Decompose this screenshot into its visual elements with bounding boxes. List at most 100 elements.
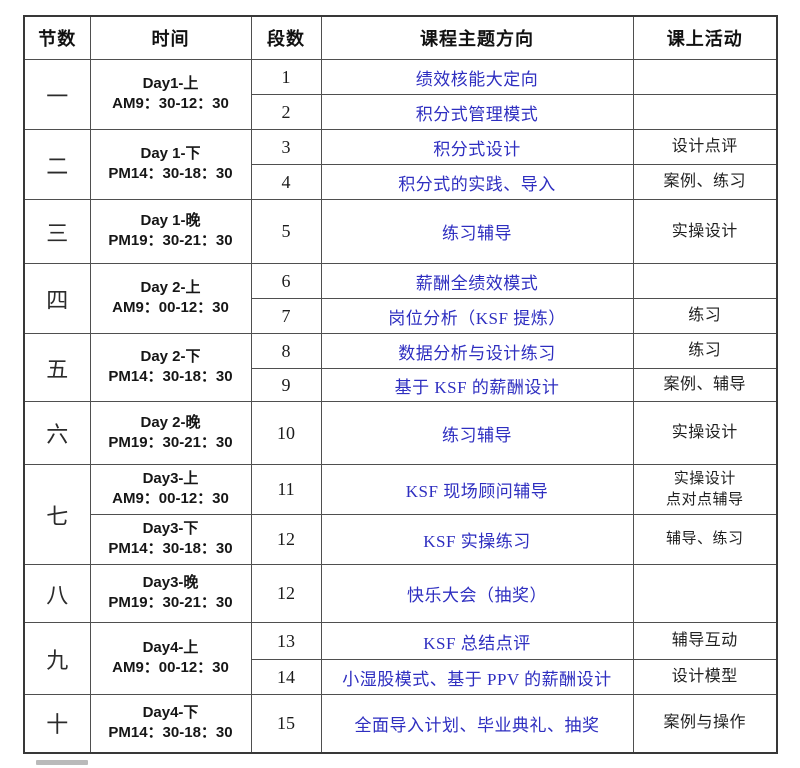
time-day: Day 2-晚 xyxy=(140,413,201,431)
time-day: Day3-上 xyxy=(142,470,199,488)
schedule-row: 七 Day3-上 AM9：00-12：30 11 KSF 现场顾问辅导 实操设计 点对点辅… xyxy=(23,464,778,565)
section-number-cell: 四 xyxy=(23,263,91,334)
segment-number-cell: 13 xyxy=(250,622,322,660)
course-topic-cell: 薪酬全绩效模式 xyxy=(320,263,634,299)
time-lines: Day 2-下 PM14：30-18：30 xyxy=(91,345,250,391)
time-range: AM9：30-12：30 xyxy=(112,95,229,113)
time-lines: Day3-晚 PM19：30-21：30 xyxy=(91,571,250,617)
segment-number-cell: 15 xyxy=(250,694,322,753)
schedule-row: 三 Day 1-晚 PM19：30-21：30 5 练习辅导 实操设计 xyxy=(23,199,778,264)
schedule-row: 一 Day1-上 AM9：30-12：30 1 绩效核能大定向 xyxy=(23,59,778,130)
segment-number-cell: 1 xyxy=(250,59,322,95)
course-topic-cell: KSF 现场顾问辅导 xyxy=(320,464,634,515)
course-topic-cell: 练习辅导 xyxy=(320,401,634,465)
class-activity-cell: 练习 xyxy=(632,298,778,334)
section-number-cell: 一 xyxy=(23,59,91,130)
class-activity-cell: 实操设计 xyxy=(632,401,778,465)
time-lines: Day1-上 AM9：30-12：30 xyxy=(91,72,250,118)
time-range: AM9：00-12：30 xyxy=(112,299,229,317)
time-day: Day 2-下 xyxy=(140,348,201,366)
segment-number-cell: 6 xyxy=(250,263,322,299)
segment-number-cell: 7 xyxy=(250,298,322,334)
schedule-row: 五 Day 2-下 PM14：30-18：30 8 数据分析与设计练习 练习 xyxy=(23,333,778,402)
segment-number-cell: 12 xyxy=(250,564,322,623)
time-lines: Day3-上 AM9：00-12：30 xyxy=(91,467,250,513)
col-header-class-activity: 课上活动 xyxy=(632,15,778,60)
section-number-cell: 六 xyxy=(23,401,91,465)
schedule-row: 四 Day 2-上 AM9：00-12：30 6 薪酬全绩效模式 xyxy=(23,263,778,334)
class-activity-cell: 练习 xyxy=(632,333,778,369)
class-activity-cell: 案例、辅导 xyxy=(632,368,778,402)
time-range: AM9：00-12：30 xyxy=(112,490,229,508)
col-header-course-topic: 课程主题方向 xyxy=(320,15,634,60)
time-range: PM14：30-18：30 xyxy=(108,723,233,741)
section-number-cell: 五 xyxy=(23,333,91,402)
time-lines: Day3-下 PM14：30-18：30 xyxy=(91,517,250,563)
time-range: PM14：30-18：30 xyxy=(108,368,233,386)
class-activity-cell: 实操设计 xyxy=(632,199,778,264)
segment-number-cell: 3 xyxy=(250,129,322,165)
cropped-artifact xyxy=(36,760,88,765)
class-activity-cell: 案例与操作 xyxy=(632,694,778,753)
time-cell: Day4-上 AM9：00-12：30 xyxy=(89,622,252,695)
time-cell: Day3-下 PM14：30-18：30 xyxy=(89,514,252,565)
section-number-cell: 九 xyxy=(23,622,91,695)
course-topic-cell: 积分式设计 xyxy=(320,129,634,165)
time-day: Day3-下 xyxy=(142,520,199,538)
course-topic-cell: 数据分析与设计练习 xyxy=(320,333,634,369)
schedule-row: 十 Day4-下 PM14：30-18：30 15 全面导入计划、毕业典礼、抽奖 案例与操… xyxy=(23,694,778,753)
time-lines: Day4-下 PM14：30-18：30 xyxy=(91,700,250,746)
time-range: PM14：30-18：30 xyxy=(108,540,233,558)
time-day: Day4-下 xyxy=(142,703,199,721)
time-range: PM19：30-21：30 xyxy=(108,594,233,612)
time-lines: Day4-上 AM9：00-12：30 xyxy=(91,636,250,682)
class-activity-cell xyxy=(632,59,778,95)
class-activity-cell: 设计点评 xyxy=(632,129,778,165)
class-activity-cell: 实操设计 点对点辅导 xyxy=(632,464,778,515)
schedule-row: 7 岗位分析（KSF 提炼） 练习 xyxy=(24,298,778,334)
time-day: Day3-晚 xyxy=(142,574,199,592)
section-number-cell: 十 xyxy=(23,694,91,753)
header-row: 节数 时间 段数 课程主题方向 课上活动 xyxy=(23,15,778,60)
course-topic-cell: KSF 实操练习 xyxy=(320,514,634,565)
time-cell: Day 1-下 PM14：30-18：30 xyxy=(89,129,252,200)
schedule-row: 9 基于 KSF 的薪酬设计 案例、辅导 xyxy=(24,368,778,402)
class-activity-cell xyxy=(632,94,778,130)
time-cell: Day3-上 AM9：00-12：30 xyxy=(89,464,252,515)
class-activity-cell: 案例、练习 xyxy=(632,164,778,200)
class-activity-cell xyxy=(632,263,778,299)
course-topic-cell: 小湿股模式、基于 PPV 的薪酬设计 xyxy=(320,659,634,695)
time-cell: Day 2-下 PM14：30-18：30 xyxy=(89,333,252,402)
section-number-cell: 七 xyxy=(23,464,91,565)
schedule-row: 二 Day 1-下 PM14：30-18：30 3 积分式设计 设计点评 xyxy=(23,129,778,200)
course-topic-cell: 基于 KSF 的薪酬设计 xyxy=(320,368,634,402)
time-day: Day1-上 xyxy=(142,75,199,93)
class-activity-cell: 设计模型 xyxy=(632,659,778,695)
time-lines: Day 2-晚 PM19：30-21：30 xyxy=(91,410,250,456)
time-day: Day 2-上 xyxy=(140,279,201,297)
time-day: Day 1-下 xyxy=(140,145,201,163)
schedule-row: 九 Day4-上 AM9：00-12：30 13 KSF 总结点评 辅导互动 xyxy=(23,622,778,695)
section-number-cell: 八 xyxy=(23,564,91,623)
col-header-segment-count: 段数 xyxy=(250,15,322,60)
segment-number-cell: 12 xyxy=(250,514,322,565)
time-range: PM19：30-21：30 xyxy=(108,433,233,451)
segment-number-cell: 5 xyxy=(250,199,322,264)
schedule-row: 4 积分式的实践、导入 案例、练习 xyxy=(24,164,778,200)
time-lines: Day 1-晚 PM19：30-21：30 xyxy=(91,209,250,255)
time-cell: Day 2-上 AM9：00-12：30 xyxy=(89,263,252,334)
time-cell: Day1-上 AM9：30-12：30 xyxy=(89,59,252,130)
time-day: Day 1-晚 xyxy=(140,212,201,230)
schedule-row: 14 小湿股模式、基于 PPV 的薪酬设计 设计模型 xyxy=(24,659,778,695)
time-range: PM19：30-21：30 xyxy=(108,232,233,250)
segment-number-cell: 11 xyxy=(250,464,322,515)
time-cell: Day 1-晚 PM19：30-21：30 xyxy=(89,199,252,264)
course-topic-cell: 快乐大会（抽奖） xyxy=(320,564,634,623)
course-topic-cell: KSF 总结点评 xyxy=(320,622,634,660)
class-activity-cell: 辅导、练习 xyxy=(632,514,778,565)
course-topic-cell: 积分式的实践、导入 xyxy=(320,164,634,200)
segment-number-cell: 9 xyxy=(250,368,322,402)
class-activity-cell xyxy=(632,564,778,623)
section-number-cell: 二 xyxy=(23,129,91,200)
